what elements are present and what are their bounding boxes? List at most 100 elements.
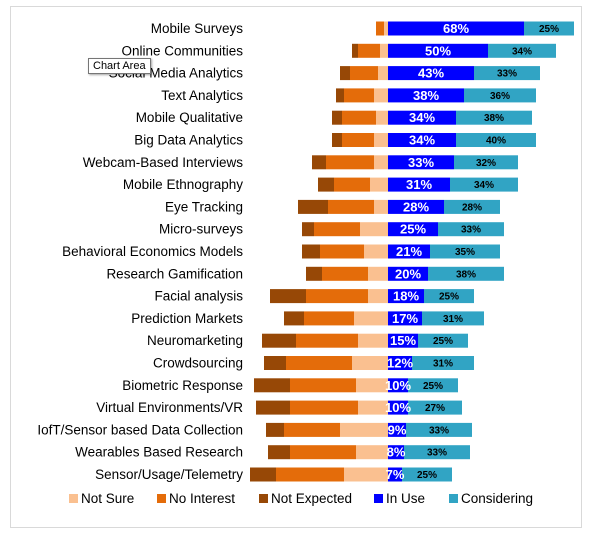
bar-in-use-virtual-environments-vr[interactable] [388, 400, 408, 415]
bar-not-expected-neuromarketing[interactable] [262, 333, 296, 348]
bar-considering-eye-tracking[interactable] [444, 199, 500, 214]
bar-in-use-prediction-markets[interactable] [388, 311, 422, 326]
bar-not-sure-mobile-surveys[interactable] [384, 21, 388, 36]
bar-not-expected-behavioral-economics-models[interactable] [302, 244, 320, 259]
bar-not-sure-mobile-qualitative[interactable] [376, 110, 388, 125]
bar-not-expected-text-analytics[interactable] [336, 88, 344, 103]
bar-not-expected-facial-analysis[interactable] [270, 289, 306, 304]
bar-considering-mobile-qualitative[interactable] [456, 110, 532, 125]
bar-not-expected-wearables-based-research[interactable] [268, 445, 290, 460]
bar-not-sure-big-data-analytics[interactable] [374, 133, 388, 147]
bar-not-sure-eye-tracking[interactable] [374, 199, 388, 214]
bar-no-interest-virtual-environments-vr[interactable] [290, 400, 358, 415]
bar-no-interest-text-analytics[interactable] [344, 88, 374, 103]
bar-considering-sensor-usage-telemetry[interactable] [402, 467, 452, 482]
bar-no-interest-ioft-sensor-based-data-collection[interactable] [284, 422, 340, 437]
bar-not-expected-ioft-sensor-based-data-collection[interactable] [266, 422, 284, 437]
bar-in-use-mobile-qualitative[interactable] [388, 110, 456, 125]
bar-not-expected-big-data-analytics[interactable] [332, 133, 342, 147]
bar-considering-crowdsourcing[interactable] [412, 356, 474, 370]
chart-area[interactable]: 68% 25% 50% 34% 43% 33% 38% 36% 34% 38% 34% 40% 33% 3… [10, 6, 582, 528]
bar-not-expected-mobile-qualitative[interactable] [332, 110, 342, 125]
bar-considering-research-gamification[interactable] [428, 266, 504, 281]
bar-not-sure-facial-analysis[interactable] [368, 289, 388, 304]
bar-no-interest-behavioral-economics-models[interactable] [320, 244, 364, 259]
bar-in-use-crowdsourcing[interactable] [388, 356, 412, 370]
bar-not-sure-mobile-ethnography[interactable] [370, 177, 388, 192]
bar-not-sure-webcam-based-interviews[interactable] [374, 155, 388, 170]
bar-in-use-neuromarketing[interactable] [388, 333, 418, 348]
bar-not-sure-micro-surveys[interactable] [360, 222, 388, 237]
bar-considering-facial-analysis[interactable] [424, 289, 474, 304]
bar-in-use-webcam-based-interviews[interactable] [388, 155, 454, 170]
bar-not-sure-social-media-analytics[interactable] [378, 66, 388, 81]
bar-not-sure-online-communities[interactable] [380, 43, 388, 58]
bar-in-use-text-analytics[interactable] [388, 88, 464, 103]
bar-in-use-ioft-sensor-based-data-collection[interactable] [388, 422, 406, 437]
bar-no-interest-neuromarketing[interactable] [296, 333, 358, 348]
bar-not-expected-webcam-based-interviews[interactable] [312, 155, 326, 170]
bar-considering-virtual-environments-vr[interactable] [408, 400, 462, 415]
bar-not-sure-prediction-markets[interactable] [354, 311, 388, 326]
bar-in-use-research-gamification[interactable] [388, 266, 428, 281]
bar-no-interest-facial-analysis[interactable] [306, 289, 368, 304]
bar-no-interest-crowdsourcing[interactable] [286, 356, 352, 370]
bar-no-interest-mobile-ethnography[interactable] [334, 177, 370, 192]
bar-not-sure-sensor-usage-telemetry[interactable] [344, 467, 388, 482]
bar-in-use-micro-surveys[interactable] [388, 222, 438, 237]
bar-not-expected-virtual-environments-vr[interactable] [256, 400, 290, 415]
bar-not-sure-ioft-sensor-based-data-collection[interactable] [340, 422, 388, 437]
bar-in-use-facial-analysis[interactable] [388, 289, 424, 304]
bar-considering-biometric-response[interactable] [408, 378, 458, 393]
bar-not-sure-biometric-response[interactable] [356, 378, 388, 393]
bar-no-interest-online-communities[interactable] [358, 43, 380, 58]
bar-considering-behavioral-economics-models[interactable] [430, 244, 500, 259]
bar-considering-prediction-markets[interactable] [422, 311, 484, 326]
bar-not-sure-virtual-environments-vr[interactable] [358, 400, 388, 415]
bar-no-interest-social-media-analytics[interactable] [350, 66, 378, 81]
bar-no-interest-eye-tracking[interactable] [328, 199, 374, 214]
bar-no-interest-webcam-based-interviews[interactable] [326, 155, 374, 170]
bar-considering-neuromarketing[interactable] [418, 333, 468, 348]
bar-not-expected-research-gamification[interactable] [306, 266, 322, 281]
bar-in-use-social-media-analytics[interactable] [388, 66, 474, 81]
bar-no-interest-sensor-usage-telemetry[interactable] [276, 467, 344, 482]
bar-no-interest-big-data-analytics[interactable] [342, 133, 374, 147]
bar-not-expected-sensor-usage-telemetry[interactable] [250, 467, 276, 482]
bar-in-use-sensor-usage-telemetry[interactable] [388, 467, 402, 482]
bar-in-use-mobile-surveys[interactable] [388, 21, 524, 36]
bar-in-use-eye-tracking[interactable] [388, 199, 444, 214]
bar-in-use-behavioral-economics-models[interactable] [388, 244, 430, 259]
bar-no-interest-prediction-markets[interactable] [304, 311, 354, 326]
bar-not-expected-mobile-ethnography[interactable] [318, 177, 334, 192]
bar-not-expected-biometric-response[interactable] [254, 378, 290, 393]
bar-considering-social-media-analytics[interactable] [474, 66, 540, 81]
bar-considering-micro-surveys[interactable] [438, 222, 504, 237]
bar-not-sure-text-analytics[interactable] [374, 88, 388, 103]
bar-considering-mobile-ethnography[interactable] [450, 177, 518, 192]
bar-not-sure-research-gamification[interactable] [368, 266, 388, 281]
bar-considering-text-analytics[interactable] [464, 88, 536, 103]
bar-not-sure-neuromarketing[interactable] [358, 333, 388, 348]
bar-considering-ioft-sensor-based-data-collection[interactable] [406, 422, 472, 437]
bar-not-sure-behavioral-economics-models[interactable] [364, 244, 388, 259]
bar-not-sure-crowdsourcing[interactable] [352, 356, 388, 370]
bar-not-expected-eye-tracking[interactable] [298, 199, 328, 214]
bar-no-interest-biometric-response[interactable] [290, 378, 356, 393]
bar-considering-big-data-analytics[interactable] [456, 133, 536, 147]
bar-no-interest-wearables-based-research[interactable] [290, 445, 356, 460]
bar-no-interest-mobile-surveys[interactable] [376, 21, 384, 36]
bar-not-expected-crowdsourcing[interactable] [264, 356, 286, 370]
bar-considering-mobile-surveys[interactable] [524, 21, 574, 36]
bar-no-interest-research-gamification[interactable] [322, 266, 368, 281]
bar-not-sure-wearables-based-research[interactable] [356, 445, 388, 460]
bar-in-use-biometric-response[interactable] [388, 378, 408, 393]
bar-no-interest-mobile-qualitative[interactable] [342, 110, 376, 125]
bar-considering-wearables-based-research[interactable] [404, 445, 470, 460]
bar-in-use-online-communities[interactable] [388, 43, 488, 58]
bar-in-use-big-data-analytics[interactable] [388, 133, 456, 147]
bar-not-expected-online-communities[interactable] [352, 43, 358, 58]
bar-not-expected-social-media-analytics[interactable] [340, 66, 350, 81]
bar-in-use-mobile-ethnography[interactable] [388, 177, 450, 192]
bar-in-use-wearables-based-research[interactable] [388, 445, 404, 460]
